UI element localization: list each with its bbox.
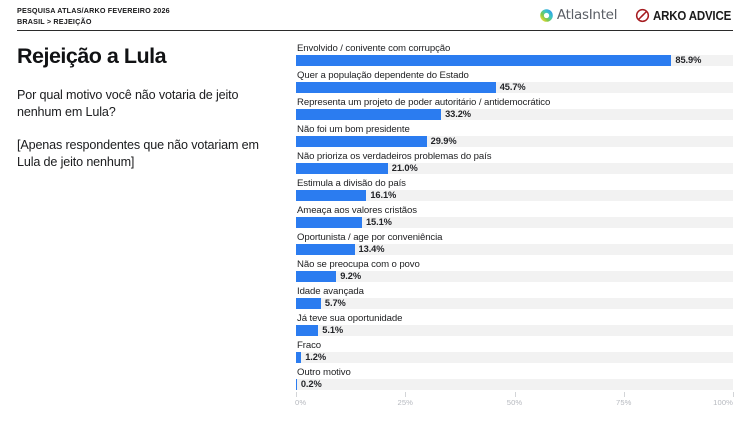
bar-row: Ameaça aos valores cristãos 15.1% bbox=[296, 204, 733, 231]
bar-value-label: 13.4% bbox=[358, 244, 385, 254]
atlasintel-logo: AtlasIntel bbox=[540, 7, 618, 23]
bar-track: 5.1% bbox=[296, 325, 733, 336]
bar-value-label: 33.2% bbox=[445, 109, 471, 119]
left-column: Rejeição a Lula Por qual motivo você não… bbox=[17, 44, 275, 170]
bar-value-label: 5.1% bbox=[322, 325, 344, 335]
bar-row: Não foi um bom presidente 29.9% bbox=[296, 123, 733, 150]
arkoadvice-logo: ARKO ADVICE bbox=[635, 8, 738, 23]
bar-track: 45.7% bbox=[296, 82, 733, 93]
bar-value-label: 21.0% bbox=[391, 163, 418, 173]
bar-row: Não se preocupa com o povo 9.2% bbox=[296, 258, 733, 285]
bar-category-label: Estimula a divisão do país bbox=[297, 178, 406, 189]
x-axis: 0% 25% 50% 75% 100% bbox=[295, 392, 734, 414]
bar-category-label: Fraco bbox=[297, 340, 322, 351]
axis-tick-label: 0% bbox=[295, 398, 307, 407]
logo-group: AtlasIntel ARKO ADVICE bbox=[540, 8, 738, 23]
header-divider bbox=[17, 30, 733, 31]
bar-fill bbox=[296, 163, 388, 174]
bar-track: 9.2% bbox=[296, 271, 733, 282]
bar-category-label: Ameaça aos valores cristãos bbox=[297, 205, 417, 216]
bar-category-label: Idade avançada bbox=[297, 286, 364, 297]
bar-row: Oportunista / age por conveniência 13.4% bbox=[296, 231, 733, 258]
bar-track: 16.1% bbox=[296, 190, 733, 201]
bar-fill bbox=[296, 136, 427, 147]
slide-header: PESQUISA ATLAS/ARKO FEVEREIRO 2026 BRASI… bbox=[0, 0, 750, 31]
bar-fill bbox=[296, 55, 672, 66]
bar-category-label: Representa um projeto de poder autoritár… bbox=[297, 97, 551, 108]
bar-fill bbox=[296, 244, 355, 255]
axis-tick-label: 50% bbox=[506, 398, 523, 407]
bar-chart: Envolvido / conivente com corrupção 85.9%… bbox=[296, 42, 733, 392]
bar-category-label: Quer a população dependente do Estado bbox=[297, 70, 469, 81]
bar-fill bbox=[296, 379, 297, 390]
bar-track: 1.2% bbox=[296, 352, 733, 363]
breadcrumb: PESQUISA ATLAS/ARKO FEVEREIRO 2026 BRASI… bbox=[17, 6, 170, 27]
bar-value-label: 85.9% bbox=[675, 55, 702, 65]
bar-fill bbox=[296, 325, 319, 336]
bar-row: Envolvido / conivente com corrupção 85.9% bbox=[296, 42, 733, 69]
bar-value-label: 9.2% bbox=[340, 271, 361, 281]
axis-tick-label: 25% bbox=[397, 398, 413, 407]
sample-note: [Apenas respondentes que não votariam em… bbox=[17, 138, 259, 169]
bar-value-label: 15.1% bbox=[365, 217, 392, 227]
axis-tick bbox=[733, 392, 734, 397]
bar-rows: Envolvido / conivente com corrupção 85.9%… bbox=[296, 42, 733, 393]
bar-fill bbox=[296, 217, 362, 228]
atlasintel-wordmark: AtlasIntel bbox=[556, 7, 618, 23]
bar-fill bbox=[296, 271, 337, 282]
bar-value-label: 0.2% bbox=[300, 379, 322, 389]
arkoadvice-wordmark: ARKO ADVICE bbox=[653, 8, 732, 23]
bar-fill bbox=[296, 352, 302, 363]
bar-row: Já teve sua oportunidade 5.1% bbox=[296, 312, 733, 339]
bar-row: Estimula a divisão do país 16.1% bbox=[296, 177, 733, 204]
axis-tick-label: 75% bbox=[616, 398, 632, 407]
axis-tick bbox=[623, 392, 625, 397]
bar-category-label: Não prioriza os verdadeiros problemas do… bbox=[297, 151, 492, 162]
bar-value-label: 5.7% bbox=[324, 298, 346, 308]
breadcrumb-section: BRASIL > REJEIÇÃO bbox=[17, 16, 92, 26]
bar-fill bbox=[296, 190, 367, 201]
bar-track: 21.0% bbox=[296, 163, 733, 174]
bar-row: Outro motivo 0.2% bbox=[296, 366, 733, 393]
bar-track: 0.2% bbox=[296, 379, 733, 390]
question-text: Por qual motivo você não votaria de jeit… bbox=[17, 88, 239, 119]
axis-tick bbox=[405, 392, 407, 397]
bar-category-label: Não se preocupa com o povo bbox=[297, 259, 420, 270]
page-title: Rejeição a Lula bbox=[17, 44, 167, 68]
bar-track: 85.9% bbox=[296, 55, 733, 66]
bar-fill bbox=[296, 82, 496, 93]
bar-category-label: Já teve sua oportunidade bbox=[297, 313, 403, 324]
bar-category-label: Oportunista / age por conveniência bbox=[297, 232, 443, 243]
bar-category-label: Envolvido / conivente com corrupção bbox=[297, 43, 451, 54]
atlas-ring-icon bbox=[540, 9, 553, 22]
bar-track: 5.7% bbox=[296, 298, 733, 309]
bar-row: Idade avançada 5.7% bbox=[296, 285, 733, 312]
breadcrumb-survey: PESQUISA ATLAS/ARKO FEVEREIRO 2026 bbox=[17, 6, 170, 15]
bar-value-label: 45.7% bbox=[499, 82, 526, 92]
bar-fill bbox=[296, 298, 321, 309]
bar-row: Representa um projeto de poder autoritár… bbox=[296, 96, 733, 123]
bar-track: 33.2% bbox=[296, 109, 733, 120]
bar-row: Fraco 1.2% bbox=[296, 339, 733, 366]
bar-category-label: Outro motivo bbox=[297, 367, 351, 378]
bar-track: 15.1% bbox=[296, 217, 733, 228]
axis-tick-label: 100% bbox=[713, 398, 733, 407]
bar-category-label: Não foi um bom presidente bbox=[297, 124, 410, 135]
arko-circle-slash-icon bbox=[636, 8, 650, 23]
bar-track: 13.4% bbox=[296, 244, 733, 255]
axis-tick bbox=[514, 392, 516, 397]
bar-fill bbox=[296, 109, 442, 120]
bar-value-label: 1.2% bbox=[305, 352, 327, 362]
bar-row: Não prioriza os verdadeiros problemas do… bbox=[296, 150, 733, 177]
bar-value-label: 16.1% bbox=[370, 190, 397, 200]
axis-tick bbox=[296, 392, 297, 397]
bar-value-label: 29.9% bbox=[430, 136, 457, 146]
bar-row: Quer a população dependente do Estado 45.… bbox=[296, 69, 733, 96]
bar-track: 29.9% bbox=[296, 136, 733, 147]
